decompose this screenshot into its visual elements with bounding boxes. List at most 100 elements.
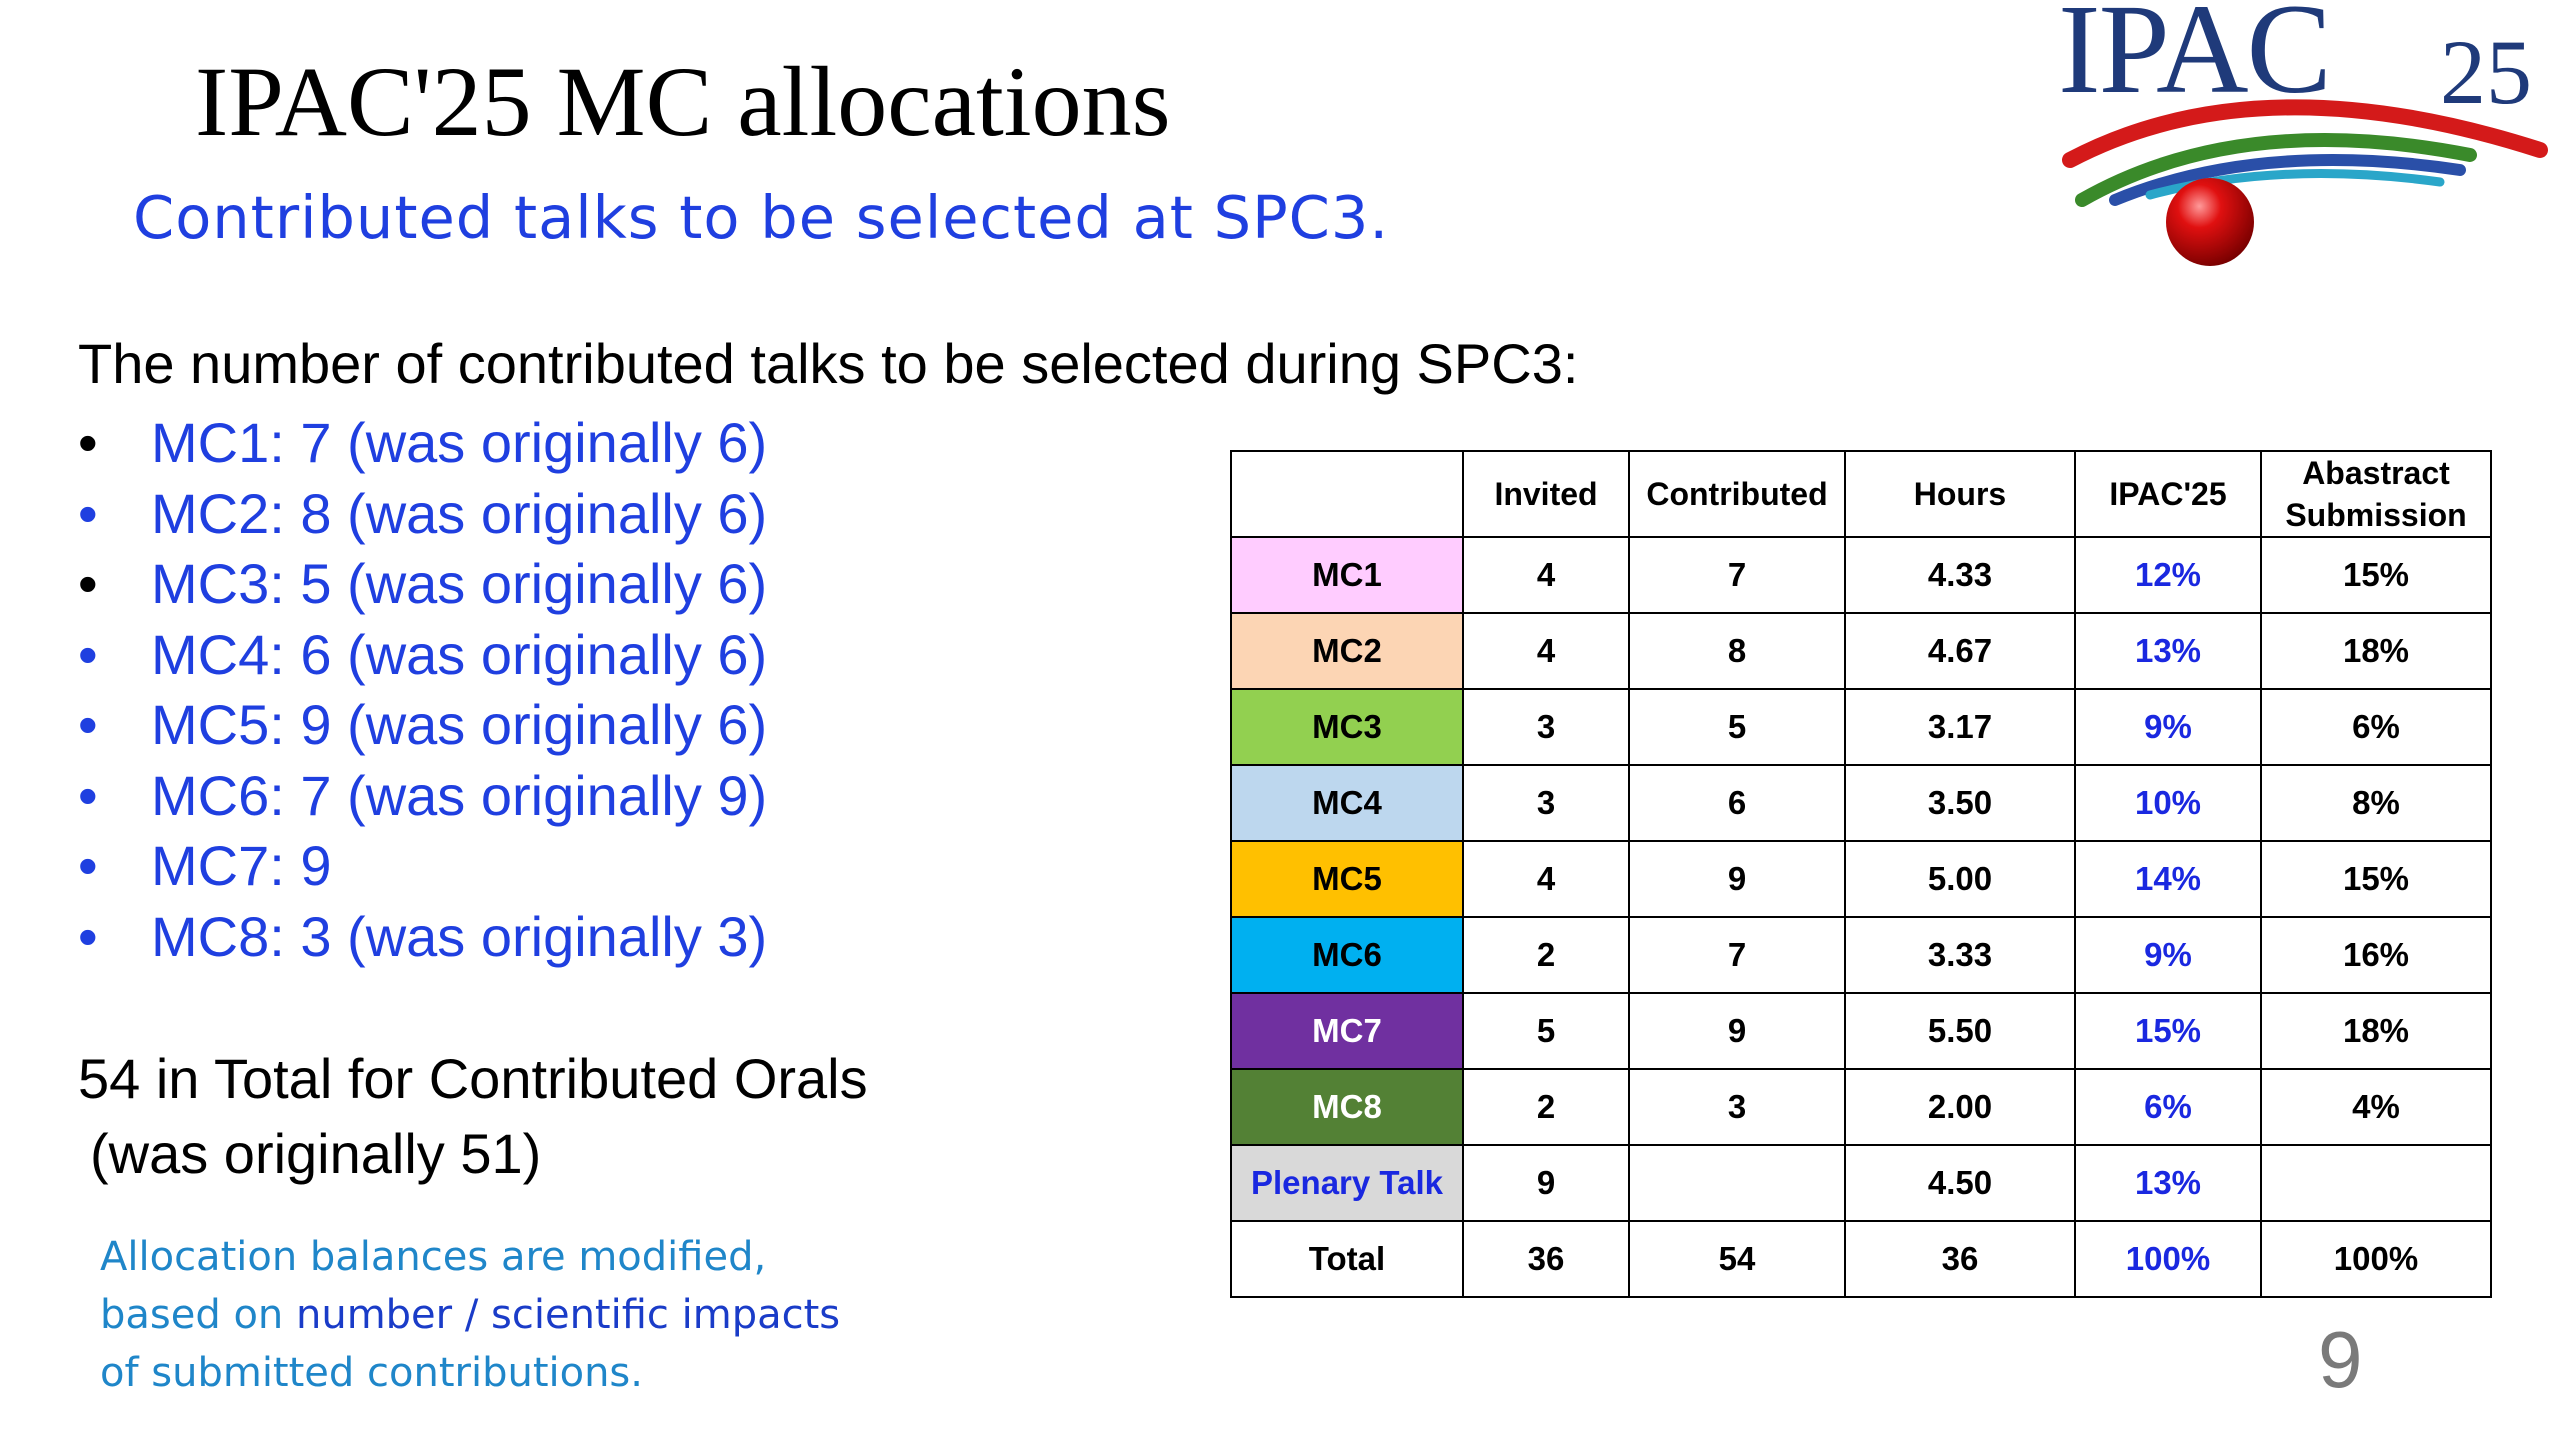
contributed-cell: 9	[1628, 840, 1846, 918]
logo-arc-green	[2075, 133, 2477, 207]
intro-text: The number of contributed talks to be se…	[78, 332, 1579, 395]
table-row: Plenary Talk 9 4.50 13%	[1230, 1144, 2492, 1222]
bullet-dot: •	[78, 693, 98, 756]
table-row: MC2 4 8 4.67 13% 18%	[1230, 612, 2492, 690]
contributed-cell: 9	[1628, 992, 1846, 1070]
header-cell-hours: Hours	[1844, 450, 2076, 538]
contributed-cell: 8	[1628, 612, 1846, 690]
logo-arc-blue	[2109, 154, 2466, 206]
invited-cell: 2	[1462, 916, 1630, 994]
hours-cell: 4.50	[1844, 1144, 2076, 1222]
invited-cell: 3	[1462, 688, 1630, 766]
row-label-cell: MC5	[1230, 840, 1464, 918]
list-item: • MC3: 5 (was originally 6)	[78, 549, 767, 620]
table-body: MC1 4 7 4.33 12% 15% MC2 4 8 4.67 13% 18% MC3 3 5 3.17 9…	[1230, 536, 2492, 1298]
list-item: • MC8: 3 (was originally 3)	[78, 902, 767, 973]
bullet-text: MC7: 9	[151, 834, 332, 897]
table-row: MC6 2 7 3.33 9% 16%	[1230, 916, 2492, 994]
invited-cell: 36	[1462, 1220, 1630, 1298]
table-row: MC7 5 9 5.50 15% 18%	[1230, 992, 2492, 1070]
contributed-cell: 3	[1628, 1068, 1846, 1146]
row-label-cell: MC3	[1230, 688, 1464, 766]
bullet-dot: •	[78, 481, 98, 545]
allocation-note: Allocation balances are modified, based …	[100, 1228, 840, 1402]
row-label-cell: MC8	[1230, 1068, 1464, 1146]
contributed-cell: 54	[1628, 1220, 1846, 1298]
hours-cell: 3.17	[1844, 688, 2076, 766]
row-label-cell: MC6	[1230, 916, 1464, 994]
submission-cell: 4%	[2260, 1068, 2492, 1146]
submission-cell: 18%	[2260, 612, 2492, 690]
ipac25-cell: 13%	[2074, 612, 2262, 690]
row-label-cell: MC1	[1230, 536, 1464, 614]
total-line: 54 in Total for Contributed Orals	[78, 1047, 868, 1110]
bullet-text: MC4: 6 (was originally 6)	[151, 622, 768, 686]
list-item: • MC4: 6 (was originally 6)	[78, 620, 767, 691]
contributed-cell: 7	[1628, 916, 1846, 994]
row-label-cell: Total	[1230, 1220, 1464, 1298]
submission-cell	[2260, 1144, 2492, 1222]
table-row: MC8 2 3 2.00 6% 4%	[1230, 1068, 2492, 1146]
row-label-cell: Plenary Talk	[1230, 1144, 1464, 1222]
note-prefix: based on	[100, 1292, 296, 1338]
hours-cell: 3.33	[1844, 916, 2076, 994]
list-item: • MC7: 9	[78, 831, 767, 902]
bullet-text: MC8: 3 (was originally 3)	[151, 904, 768, 968]
submission-cell: 15%	[2260, 840, 2492, 918]
header-cell-invited: Invited	[1462, 450, 1630, 538]
bullet-dot: •	[78, 834, 98, 897]
invited-cell: 9	[1462, 1144, 1630, 1222]
ipac25-cell: 14%	[2074, 840, 2262, 918]
table-row: MC5 4 9 5.00 14% 15%	[1230, 840, 2492, 918]
list-item: • MC6: 7 (was originally 9)	[78, 761, 767, 832]
ipac25-cell: 9%	[2074, 916, 2262, 994]
note-line-2: based on number / scientific impacts	[100, 1286, 840, 1344]
ipac25-cell: 13%	[2074, 1144, 2262, 1222]
header-cell-ipac25: IPAC'25	[2074, 450, 2262, 538]
hours-cell: 4.67	[1844, 612, 2076, 690]
note-highlight: number / scientific impacts	[296, 1292, 841, 1338]
contributed-cell: 6	[1628, 764, 1846, 842]
ipac25-cell: 10%	[2074, 764, 2262, 842]
row-label-cell: MC7	[1230, 992, 1464, 1070]
invited-cell: 3	[1462, 764, 1630, 842]
header-cell-submission: Abastract Submission	[2260, 450, 2492, 538]
bullet-text: MC2: 8 (was originally 6)	[151, 481, 768, 545]
slide-title: IPAC'25 MC allocations	[195, 46, 1171, 157]
table-row: MC3 3 5 3.17 9% 6%	[1230, 688, 2492, 766]
ipac25-cell: 15%	[2074, 992, 2262, 1070]
invited-cell: 2	[1462, 1068, 1630, 1146]
bullet-text: MC3: 5 (was originally 6)	[151, 552, 768, 615]
invited-cell: 4	[1462, 612, 1630, 690]
ipac25-cell: 100%	[2074, 1220, 2262, 1298]
bullet-dot: •	[78, 552, 98, 615]
row-label-cell: MC2	[1230, 612, 1464, 690]
contributed-cell	[1628, 1144, 1846, 1222]
submission-cell: 6%	[2260, 688, 2492, 766]
bullet-text: MC1: 7 (was originally 6)	[151, 411, 768, 474]
page-number: 9	[2318, 1315, 2363, 1404]
bullet-dot: •	[78, 763, 98, 827]
allocation-table: Invited Contributed Hours IPAC'25 Abastr…	[1230, 450, 2492, 1298]
submission-cell: 18%	[2260, 992, 2492, 1070]
table-row: MC4 3 6 3.50 10% 8%	[1230, 764, 2492, 842]
table-row: Total 36 54 36 100% 100%	[1230, 1220, 2492, 1298]
hours-cell: 2.00	[1844, 1068, 2076, 1146]
note-line-1: Allocation balances are modified,	[100, 1234, 767, 1280]
slide-subtitle: Contributed talks to be selected at SPC3…	[133, 183, 1390, 252]
ipac25-cell: 12%	[2074, 536, 2262, 614]
hours-cell: 3.50	[1844, 764, 2076, 842]
hours-cell: 5.00	[1844, 840, 2076, 918]
bullet-text: MC5: 9 (was originally 6)	[151, 693, 768, 756]
logo-year: 25	[2440, 21, 2532, 123]
list-item: • MC5: 9 (was originally 6)	[78, 690, 767, 761]
bullet-list: • MC1: 7 (was originally 6) • MC2: 8 (was …	[78, 408, 767, 972]
note-line-3: of submitted contributions.	[100, 1350, 643, 1396]
invited-cell: 5	[1462, 992, 1630, 1070]
submission-cell: 16%	[2260, 916, 2492, 994]
hours-cell: 36	[1844, 1220, 2076, 1298]
table-header-row: Invited Contributed Hours IPAC'25 Abastr…	[1230, 450, 2492, 538]
invited-cell: 4	[1462, 536, 1630, 614]
submission-cell: 8%	[2260, 764, 2492, 842]
row-label-cell: MC4	[1230, 764, 1464, 842]
